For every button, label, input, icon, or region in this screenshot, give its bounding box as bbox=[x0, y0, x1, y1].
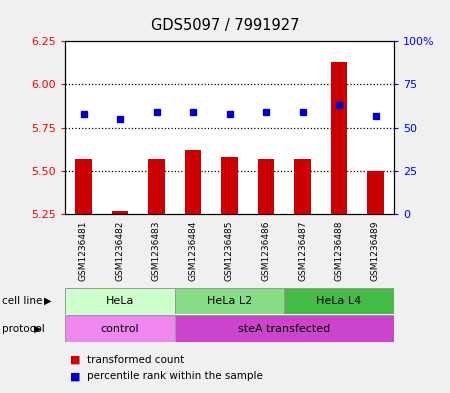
Text: GSM1236487: GSM1236487 bbox=[298, 220, 307, 281]
Text: GSM1236485: GSM1236485 bbox=[225, 220, 234, 281]
Text: protocol: protocol bbox=[2, 323, 45, 334]
Bar bbox=[175, 288, 284, 314]
Bar bbox=[112, 211, 128, 214]
Text: GSM1236484: GSM1236484 bbox=[189, 220, 198, 281]
Text: percentile rank within the sample: percentile rank within the sample bbox=[87, 371, 263, 382]
Bar bbox=[175, 315, 394, 342]
Text: transformed count: transformed count bbox=[87, 354, 184, 365]
Bar bbox=[65, 315, 175, 342]
Text: ▶: ▶ bbox=[34, 323, 42, 334]
Bar bbox=[294, 159, 310, 214]
Bar bbox=[331, 62, 347, 214]
Bar bbox=[148, 159, 165, 214]
Text: HeLa: HeLa bbox=[106, 296, 134, 306]
Text: GSM1236482: GSM1236482 bbox=[116, 220, 125, 281]
Text: GSM1236483: GSM1236483 bbox=[152, 220, 161, 281]
Text: HeLa L2: HeLa L2 bbox=[207, 296, 252, 306]
Bar bbox=[284, 288, 394, 314]
Bar bbox=[258, 159, 274, 214]
Bar bbox=[185, 150, 201, 214]
Text: GSM1236486: GSM1236486 bbox=[261, 220, 270, 281]
Bar bbox=[75, 159, 92, 214]
Text: HeLa L4: HeLa L4 bbox=[316, 296, 362, 306]
Text: cell line: cell line bbox=[2, 296, 43, 306]
Bar bbox=[367, 171, 384, 214]
Text: steA transfected: steA transfected bbox=[238, 323, 330, 334]
Text: ■: ■ bbox=[70, 354, 80, 365]
Bar bbox=[221, 157, 238, 214]
Text: GSM1236489: GSM1236489 bbox=[371, 220, 380, 281]
Text: control: control bbox=[101, 323, 140, 334]
Text: GSM1236481: GSM1236481 bbox=[79, 220, 88, 281]
Bar bbox=[65, 288, 175, 314]
Text: GSM1236488: GSM1236488 bbox=[334, 220, 343, 281]
Text: ■: ■ bbox=[70, 371, 80, 382]
Text: GDS5097 / 7991927: GDS5097 / 7991927 bbox=[151, 18, 299, 33]
Text: ▶: ▶ bbox=[44, 296, 52, 306]
